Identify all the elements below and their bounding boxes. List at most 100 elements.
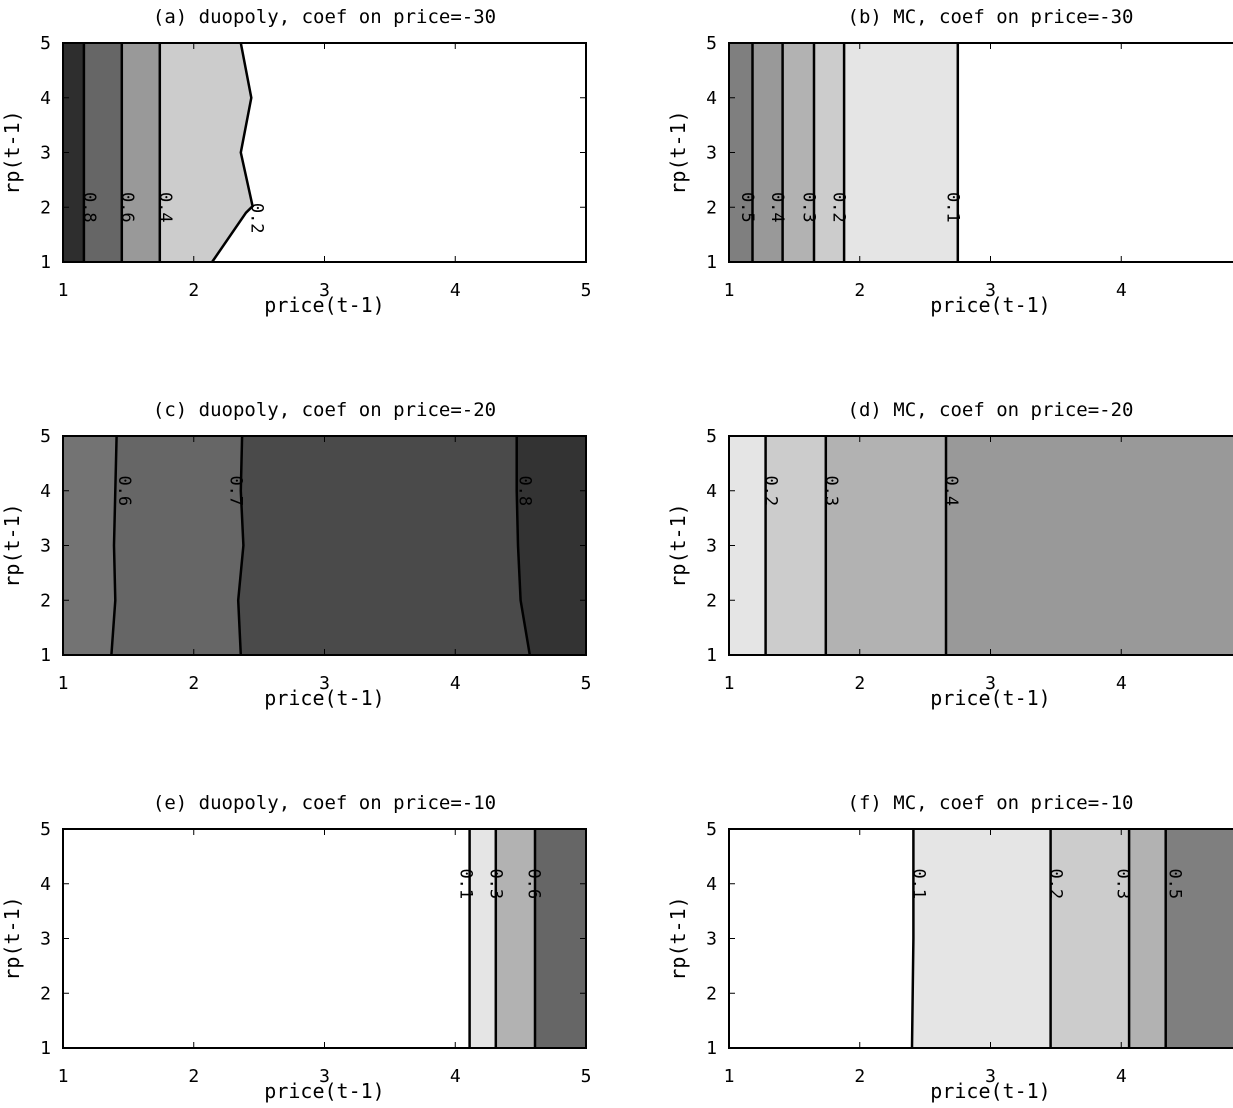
x-tick-label: 4	[450, 673, 461, 694]
contour-label: 0.2	[829, 192, 849, 223]
contour-region	[159, 43, 253, 262]
x-tick-label: 3	[985, 673, 996, 694]
x-tick-label: 1	[724, 1066, 735, 1087]
x-axis-label: price(t-1)	[264, 293, 384, 317]
contour-label: 0.8	[514, 475, 534, 506]
chart-title: (b) MC, coef on price=-30	[848, 6, 1134, 28]
x-tick-label: 1	[724, 280, 735, 301]
contour-label: 0.6	[117, 192, 137, 223]
contour-panel-a: 1 2 3 4 5 1 2 3 4 5 (a) duopoly, coef on price=-30…	[0, 6, 591, 317]
y-tick-label: 1	[40, 252, 51, 273]
x-tick-label: 2	[854, 673, 865, 694]
x-tick-label: 2	[188, 1066, 199, 1087]
contour-region	[912, 829, 1051, 1048]
contour-region	[63, 436, 117, 655]
y-tick-label: 3	[706, 929, 717, 950]
y-axis-label: rp(t-1)	[0, 896, 24, 980]
y-tick-label: 5	[40, 819, 51, 840]
contour-region	[238, 436, 530, 655]
x-tick-label: 5	[581, 1066, 592, 1087]
contour-label: 0.7	[225, 475, 245, 506]
y-tick-label: 3	[706, 143, 717, 164]
y-tick-label: 5	[706, 819, 717, 840]
y-tick-label: 3	[40, 536, 51, 557]
contour-label: 0.5	[1165, 868, 1185, 899]
x-tick-label: 1	[58, 280, 69, 301]
y-tick-label: 1	[706, 252, 717, 273]
y-axis-label: rp(t-1)	[666, 110, 690, 194]
x-tick-label: 3	[319, 280, 330, 301]
y-tick-label: 4	[706, 874, 717, 895]
contour-region	[957, 43, 1233, 262]
contour-region	[469, 829, 496, 1048]
contour-label: 0.2	[246, 203, 266, 234]
contour-region	[516, 436, 586, 655]
contour-region	[729, 436, 766, 655]
contour-region	[825, 436, 946, 655]
contour-panel-e: 1 2 3 4 5 1 2 3 4 5 (e) duopoly, coef on price=-10…	[0, 792, 591, 1103]
contour-label: 0.3	[486, 868, 506, 899]
contour-label: 0.2	[761, 475, 781, 506]
contour-region	[844, 43, 958, 262]
chart-title: (e) duopoly, coef on price=-10	[153, 792, 496, 814]
y-tick-label: 3	[40, 143, 51, 164]
x-tick-label: 1	[724, 673, 735, 694]
x-tick-label: 4	[1116, 1066, 1127, 1087]
x-tick-label: 5	[581, 280, 592, 301]
y-tick-label: 1	[40, 645, 51, 666]
y-axis-label: rp(t-1)	[0, 110, 24, 194]
y-tick-label: 1	[706, 1038, 717, 1059]
y-tick-label: 5	[40, 33, 51, 54]
contour-label: 0.4	[941, 475, 961, 506]
x-tick-label: 1	[58, 1066, 69, 1087]
contour-region	[212, 43, 586, 262]
x-axis-label: price(t-1)	[930, 1079, 1050, 1103]
contour-region	[63, 829, 470, 1048]
contour-line	[211, 42, 254, 263]
y-tick-label: 1	[706, 645, 717, 666]
y-tick-label: 2	[706, 197, 717, 218]
contour-region	[1165, 829, 1233, 1048]
x-axis-label: price(t-1)	[930, 293, 1050, 317]
x-tick-label: 2	[854, 1066, 865, 1087]
chart-title: (a) duopoly, coef on price=-30	[153, 6, 496, 28]
y-tick-label: 2	[706, 983, 717, 1004]
contour-label: 0.1	[456, 868, 476, 899]
x-tick-label: 3	[319, 1066, 330, 1087]
x-axis-label: price(t-1)	[264, 1079, 384, 1103]
y-tick-label: 5	[706, 33, 717, 54]
contour-label: 0.2	[1046, 868, 1066, 899]
x-tick-label: 2	[188, 280, 199, 301]
x-tick-label: 4	[450, 1066, 461, 1087]
contour-region	[1050, 829, 1130, 1048]
x-tick-label: 4	[450, 280, 461, 301]
contour-region	[814, 43, 845, 262]
contour-label: 0.4	[767, 192, 787, 223]
y-tick-label: 3	[706, 536, 717, 557]
contour-region	[495, 829, 535, 1048]
contour-region	[765, 436, 826, 655]
contour-label: 0.6	[114, 475, 134, 506]
contour-label: 0.6	[524, 868, 544, 899]
y-tick-label: 4	[40, 874, 51, 895]
contour-line	[236, 435, 245, 656]
y-tick-label: 1	[40, 1038, 51, 1059]
contour-label: 0.3	[821, 475, 841, 506]
contour-label: 0.3	[799, 192, 819, 223]
y-tick-label: 2	[40, 197, 51, 218]
x-axis-label: price(t-1)	[264, 686, 384, 710]
x-tick-label: 3	[985, 1066, 996, 1087]
chart-title: (f) MC, coef on price=-10	[848, 792, 1134, 814]
y-axis-label: rp(t-1)	[666, 503, 690, 587]
y-axis-label: rp(t-1)	[666, 896, 690, 980]
contour-region	[111, 436, 244, 655]
y-axis-label: rp(t-1)	[0, 503, 24, 587]
contour-region	[83, 43, 122, 262]
contour-line	[910, 829, 915, 1049]
y-tick-label: 3	[40, 929, 51, 950]
contour-label: 0.1	[942, 192, 962, 223]
contour-label: 0.5	[737, 192, 757, 223]
